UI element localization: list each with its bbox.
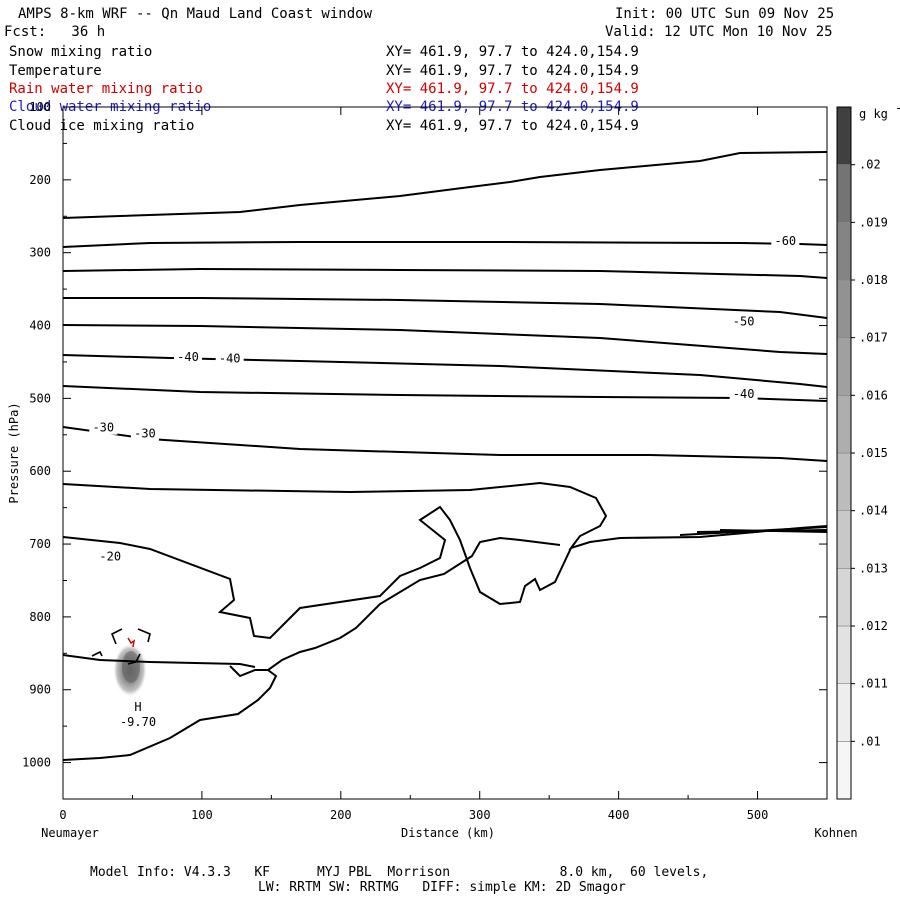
colorbar-level-label: .02 — [859, 158, 881, 172]
x-tick-label: 200 — [330, 808, 352, 822]
field-label-temperature: Temperature — [9, 63, 102, 79]
cloud-ice-contour — [91, 650, 103, 657]
temperature-contour — [63, 481, 827, 550]
colorbar-level-label: .012 — [859, 619, 888, 633]
x-tick-label: 100 — [191, 808, 213, 822]
cloud-ice-contour — [137, 628, 151, 643]
temperature-contour-label: -30 — [134, 427, 156, 441]
temperature-contour — [229, 665, 268, 678]
x-start-label: Neumayer — [41, 826, 99, 840]
colorbar-swatch — [836, 395, 852, 454]
x-tick-label: 500 — [747, 808, 769, 822]
colorbar-swatch — [836, 625, 852, 684]
colorbar-level-label: .019 — [859, 215, 888, 229]
x-tick-label: 400 — [608, 808, 630, 822]
init-time: Init: 00 UTC Sun 09 Nov 25 — [615, 6, 835, 22]
chart-title: AMPS 8-km WRF -- Qn Maud Land Coast wind… — [18, 6, 373, 22]
contour-label-bg — [729, 387, 758, 402]
temperature-contour — [63, 354, 827, 388]
temperature-contour — [63, 536, 561, 761]
forecast-hour: Fcst: 36 h — [4, 24, 106, 40]
colorbar-level-label: .014 — [859, 504, 888, 518]
temperature-contour-label: -40 — [733, 387, 755, 401]
field-label-snow: Snow mixing ratio — [9, 44, 153, 60]
contour-label-bg — [130, 426, 159, 441]
colorbar-level-label: .016 — [859, 388, 888, 402]
colorbar-level-label: .015 — [859, 446, 888, 460]
snow-shading-core — [122, 651, 140, 683]
model-info-physics: LW: RRTM SW: RRTMG DIFF: simple KM: 2D S… — [258, 880, 626, 895]
colorbar-swatch — [836, 106, 852, 165]
colorbar-swatch — [836, 510, 852, 569]
model-info: Model Info: V4.3.3 KF MYJ PBL Morrison 8… — [90, 865, 709, 880]
colorbar-swatch — [836, 452, 852, 511]
colorbar-swatch — [836, 741, 852, 800]
temperature-contour — [63, 151, 827, 219]
x-end-label: Kohnen — [814, 826, 857, 840]
contour-label-bg — [174, 350, 203, 365]
field-xy-snow: XY= 461.9, 97.7 to 424.0,154.9 — [386, 44, 639, 60]
field-xy-temperature: XY= 461.9, 97.7 to 424.0,154.9 — [386, 63, 639, 79]
plot-frame — [62, 106, 828, 800]
field-xy-rain: XY= 461.9, 97.7 to 424.0,154.9 — [386, 81, 639, 97]
x-tick-label: 300 — [469, 808, 491, 822]
colorbar-swatch — [836, 222, 852, 281]
y-tick-label: 600 — [29, 464, 51, 478]
contour-label-bg — [89, 420, 118, 435]
field-label-rain: Rain water mixing ratio — [9, 81, 203, 97]
contour-label-bg — [771, 234, 800, 249]
field-label-cloud-ice: Cloud ice mixing ratio — [9, 118, 195, 134]
colorbar-level-label: .017 — [859, 331, 888, 345]
x-axis-label: Distance (km) — [401, 826, 495, 840]
extremum-marker: H — [134, 700, 141, 714]
colorbar-swatch — [836, 568, 852, 627]
temperature-contour-label: -50 — [733, 314, 755, 328]
y-tick-label: 500 — [29, 391, 51, 405]
temperature-contour — [63, 385, 827, 402]
colorbar-level-label: .013 — [859, 561, 888, 575]
temperature-contour-label: -60 — [774, 234, 796, 248]
cloud-ice-contour — [110, 628, 123, 645]
y-tick-label: 1000 — [22, 756, 51, 770]
colorbar-unit-exponent: -1 — [895, 101, 900, 115]
contour-label-bg — [96, 549, 125, 564]
valid-time: Valid: 12 UTC Mon 10 Nov 25 — [605, 24, 833, 40]
colorbar-swatch — [836, 337, 852, 396]
temperature-contour — [63, 241, 827, 248]
temperature-contour — [63, 324, 827, 355]
colorbar-level-label: .011 — [859, 677, 888, 691]
contour-label-bg — [729, 314, 758, 329]
rain-water-contour — [127, 637, 136, 648]
colorbar-swatch — [836, 164, 852, 223]
temperature-contour-label: -30 — [92, 421, 114, 435]
colorbar-level-label: .018 — [859, 273, 888, 287]
temperature-contour-label: -40 — [219, 351, 241, 365]
x-tick-label: 0 — [59, 808, 66, 822]
y-tick-label: 400 — [29, 319, 51, 333]
y-tick-label: 800 — [29, 610, 51, 624]
temperature-contour-label: -20 — [99, 550, 121, 564]
temperature-contour — [63, 505, 572, 640]
colorbar-level-label: .01 — [859, 734, 881, 748]
colorbar-unit: g kg — [859, 107, 888, 121]
temperature-contour — [63, 297, 827, 319]
cloud-ice-contour — [127, 653, 141, 665]
extremum-value: -9.70 — [120, 715, 156, 729]
y-axis-label: Pressure (hPa) — [7, 402, 21, 503]
field-xy-cloud-ice: XY= 461.9, 97.7 to 424.0,154.9 — [386, 118, 639, 134]
y-tick-label: 700 — [29, 537, 51, 551]
temperature-contour — [719, 529, 827, 533]
colorbar-swatch — [836, 279, 852, 338]
temperature-contour — [63, 267, 827, 279]
y-tick-label: 900 — [29, 683, 51, 697]
temperature-contour-label: -40 — [177, 350, 199, 364]
temperature-contour — [63, 426, 827, 462]
y-tick-label: 100 — [29, 100, 51, 114]
temperature-contour — [63, 654, 256, 668]
y-tick-label: 300 — [29, 246, 51, 260]
y-tick-label: 200 — [29, 173, 51, 187]
contour-label-bg — [215, 351, 244, 366]
colorbar-swatch — [836, 683, 852, 742]
